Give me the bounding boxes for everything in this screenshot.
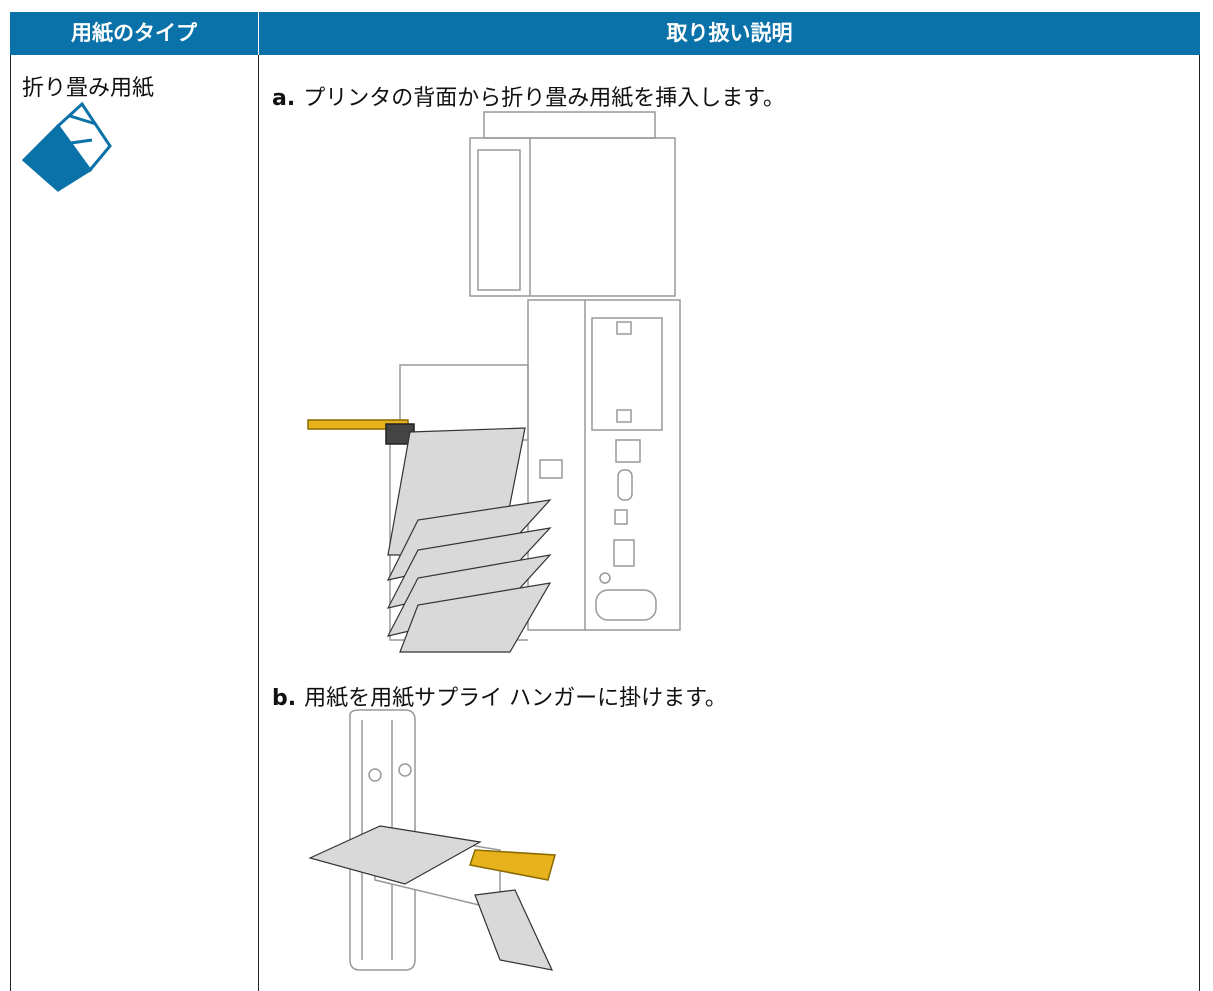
header-cell: 用紙のタイプ [71, 21, 197, 45]
table [10, 12, 1200, 991]
header-divider [258, 12, 259, 55]
media-type: 折り畳み用紙 [22, 76, 155, 101]
step-label: a. [272, 86, 296, 111]
hanger-paper [308, 825, 554, 971]
step-text: プリンタの背面から折り畳み用紙を挿入します。 [303, 86, 786, 111]
step-label: b. [272, 686, 297, 711]
fanfold-icon [21, 101, 112, 192]
step: a. プリンタの背面から折り畳み用紙を挿入します。 [272, 80, 785, 112]
header-cell: 取り扱い説明 [666, 21, 793, 45]
table-header: 用紙のタイプ 取り扱い説明 [10, 12, 1200, 55]
step-text: 用紙を用紙サプライ ハンガーに掛けます。 [304, 686, 727, 711]
column-divider [258, 12, 259, 991]
fanfold-paper [386, 427, 552, 653]
step: b. 用紙を用紙サプライ ハンガーに掛けます。 [272, 680, 727, 712]
